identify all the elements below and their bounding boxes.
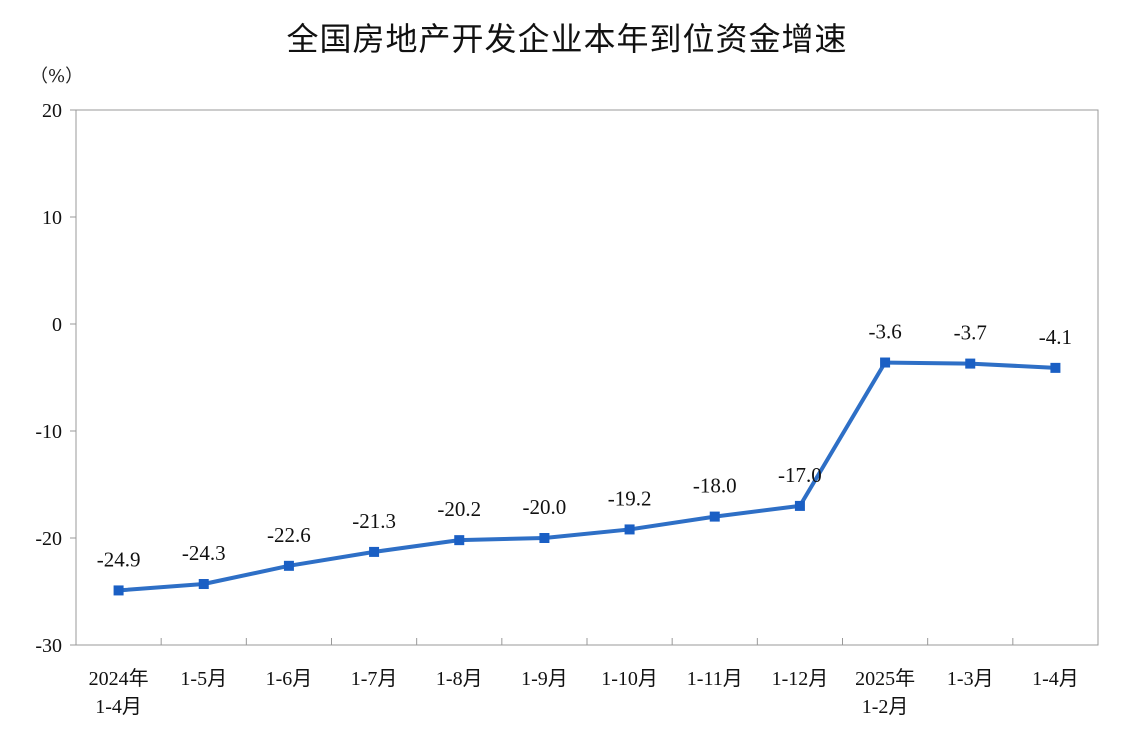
data-label: -19.2 [608, 486, 652, 510]
y-axis-unit-label: （%） [30, 66, 84, 87]
x-tick-label: 2024年 [89, 667, 149, 690]
y-tick-label: -30 [35, 635, 62, 657]
y-tick-label: -10 [35, 421, 62, 443]
x-tick-label: 1-12月 [772, 668, 829, 690]
series-line [118, 360, 1056, 593]
x-tick-label: 2025年 [855, 667, 915, 690]
data-point [369, 546, 380, 557]
data-point [539, 533, 550, 543]
data-label: -24.3 [182, 541, 226, 565]
data-label: -20.2 [437, 497, 481, 521]
x-tick-label: 1-5月 [180, 668, 227, 690]
chart-title: 全国房地产开发企业本年到位资金增速 [286, 20, 848, 58]
x-tick-label: 1-4月 [1032, 668, 1079, 690]
data-label: -3.6 [868, 320, 901, 344]
y-tick-label: -20 [35, 528, 62, 550]
data-point [1050, 362, 1061, 373]
data-point [880, 357, 891, 368]
x-tick-label: 1-6月 [266, 668, 313, 690]
y-tick-label: 0 [52, 314, 62, 336]
data-label: -4.1 [1039, 325, 1072, 349]
data-label: -22.6 [267, 523, 311, 547]
x-tick-label: 1-7月 [351, 668, 398, 690]
x-tick-label: 1-11月 [687, 668, 743, 690]
data-point [283, 560, 294, 571]
data-label: -18.0 [693, 474, 737, 498]
data-label: -21.3 [352, 509, 396, 533]
data-point [624, 524, 635, 535]
data-point [965, 358, 976, 369]
x-tick-label: 1-10月 [601, 668, 658, 690]
x-tick-label: 1-4月 [95, 696, 142, 718]
x-tick-label: 1-8月 [436, 668, 483, 690]
data-point [113, 585, 124, 596]
y-tick-label: 20 [42, 100, 62, 122]
x-tick-label: 1-2月 [862, 696, 909, 718]
data-point [794, 500, 805, 511]
data-point [198, 579, 209, 590]
plot-frame [75, 109, 1099, 646]
x-tick-label: 1-9月 [521, 668, 568, 690]
data-label: -17.0 [778, 463, 822, 487]
data-label: -24.9 [97, 547, 141, 571]
x-tick-label: 1-3月 [947, 668, 994, 690]
data-point [454, 535, 465, 546]
data-label: -3.7 [954, 321, 987, 345]
data-point [709, 511, 720, 522]
data-label: -20.0 [523, 495, 567, 519]
y-tick-label: 10 [42, 207, 62, 229]
